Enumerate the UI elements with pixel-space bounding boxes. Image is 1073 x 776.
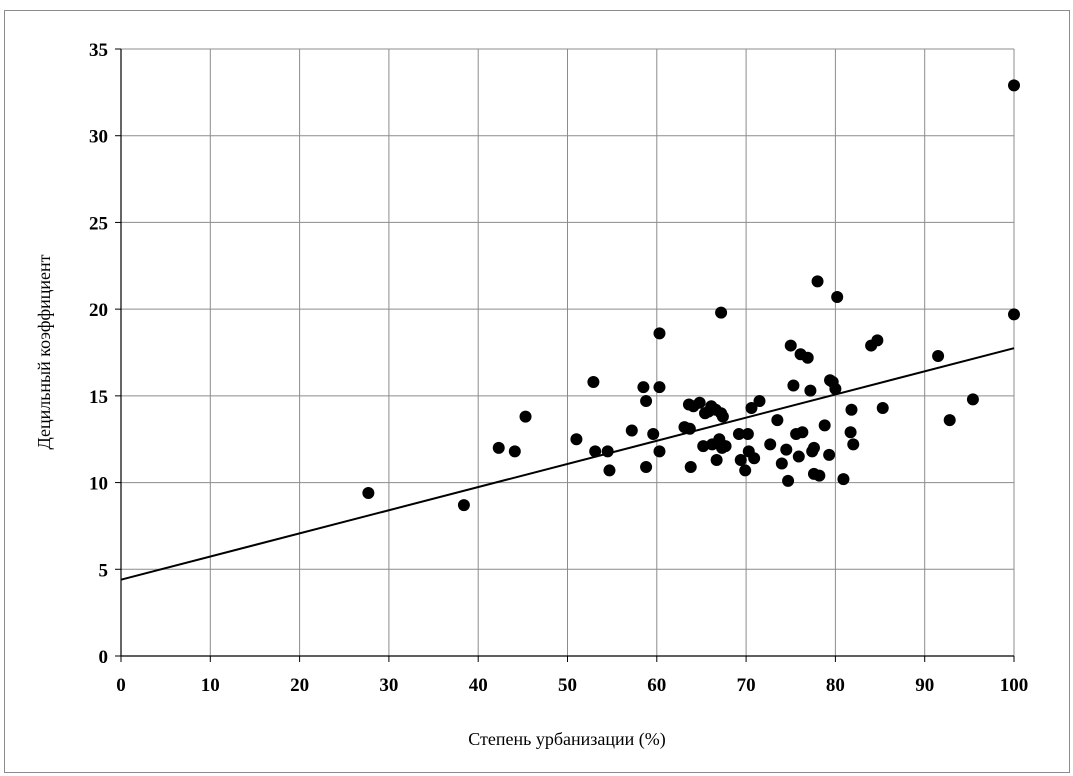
data-point xyxy=(587,375,600,388)
x-tick-label: 70 xyxy=(737,675,756,696)
trendline-layer xyxy=(120,347,1015,581)
data-point xyxy=(362,486,375,499)
data-point xyxy=(813,469,826,482)
data-point xyxy=(457,499,470,512)
data-point xyxy=(753,395,766,408)
data-point xyxy=(932,349,945,362)
data-point xyxy=(637,381,650,394)
data-point xyxy=(710,454,723,467)
data-point xyxy=(844,426,857,439)
data-point xyxy=(647,428,660,441)
data-point xyxy=(492,441,505,454)
data-point xyxy=(792,450,805,463)
x-tick-label: 40 xyxy=(469,675,488,696)
data-point xyxy=(845,403,858,416)
x-tick-label: 30 xyxy=(379,675,398,696)
data-point xyxy=(764,438,777,451)
x-tick-label: 90 xyxy=(915,675,934,696)
data-point xyxy=(796,426,809,439)
data-point xyxy=(1008,308,1020,321)
data-point xyxy=(719,440,732,453)
data-point xyxy=(818,419,831,432)
y-axis-title: Децильный коэффициент xyxy=(34,254,54,449)
data-point xyxy=(748,452,761,465)
data-points xyxy=(362,79,1020,512)
y-tick-label: 35 xyxy=(89,40,108,61)
data-point xyxy=(775,457,788,470)
data-point xyxy=(943,414,956,427)
x-tick-label: 50 xyxy=(558,675,577,696)
data-point xyxy=(745,401,758,414)
data-point xyxy=(570,433,583,446)
x-axis-title: Степень урбанизации (%) xyxy=(468,729,665,750)
data-point xyxy=(653,381,666,394)
y-tick-label: 10 xyxy=(89,474,108,495)
y-tick-label: 25 xyxy=(89,213,108,234)
data-point xyxy=(871,334,884,347)
data-point xyxy=(734,454,747,467)
data-point xyxy=(811,275,824,288)
data-point xyxy=(684,460,697,473)
data-point xyxy=(966,393,979,406)
data-point xyxy=(716,410,729,423)
data-point xyxy=(801,351,814,364)
x-tick-label: 100 xyxy=(1000,675,1029,696)
data-point xyxy=(784,339,797,352)
data-point xyxy=(741,428,754,441)
data-point xyxy=(683,422,696,435)
data-point xyxy=(807,441,820,454)
data-point xyxy=(876,401,889,414)
tick-labels: 0 10 20 30 40 50 60 70 80 90 100 0 5 10 15 20 25 30 35 xyxy=(89,40,1028,696)
data-point xyxy=(625,424,638,437)
data-point xyxy=(603,464,616,477)
data-point xyxy=(589,445,602,458)
data-point xyxy=(739,464,752,477)
data-point xyxy=(519,410,532,423)
data-point xyxy=(653,445,666,458)
data-point xyxy=(601,445,614,458)
data-point xyxy=(780,443,793,456)
x-tick-label: 10 xyxy=(201,675,220,696)
data-point xyxy=(847,438,860,451)
data-point xyxy=(715,306,728,319)
data-point xyxy=(640,460,653,473)
y-tick-label: 15 xyxy=(89,387,108,408)
data-point xyxy=(804,384,817,397)
x-tick-label: 80 xyxy=(826,675,845,696)
data-point xyxy=(823,448,836,461)
data-point xyxy=(829,382,842,395)
data-point xyxy=(508,445,521,458)
axes xyxy=(115,48,1015,662)
data-point xyxy=(693,396,706,409)
y-tick-label: 30 xyxy=(89,127,108,148)
data-point xyxy=(653,327,666,340)
grid-lines xyxy=(121,48,1015,656)
data-point xyxy=(697,440,710,453)
data-point xyxy=(787,379,800,392)
y-tick-label: 20 xyxy=(89,300,108,321)
data-point xyxy=(837,473,850,486)
data-point xyxy=(732,428,745,441)
data-point xyxy=(782,474,795,487)
x-tick-label: 0 xyxy=(116,675,126,696)
chart-frame xyxy=(4,10,1070,773)
y-tick-label: 5 xyxy=(99,560,109,581)
data-point xyxy=(1008,79,1020,92)
data-point xyxy=(640,395,653,408)
y-tick-label: 0 xyxy=(99,647,109,668)
trendline xyxy=(120,347,1015,581)
data-point xyxy=(831,291,844,304)
x-tick-label: 60 xyxy=(647,675,666,696)
x-tick-label: 20 xyxy=(290,675,309,696)
data-point xyxy=(771,414,784,427)
